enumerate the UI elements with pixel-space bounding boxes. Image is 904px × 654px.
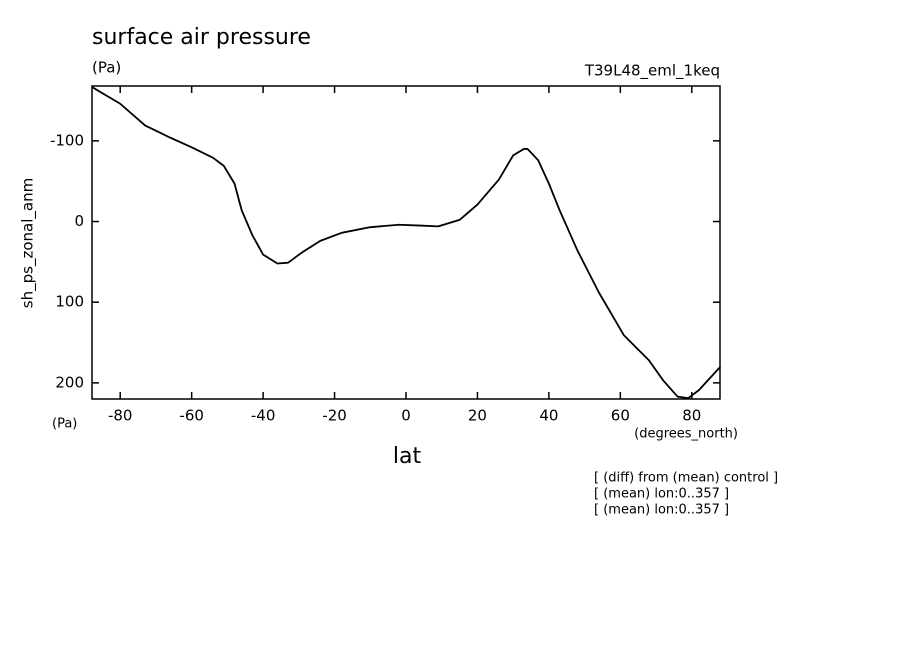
units: (Pa) <box>92 59 121 77</box>
note: [ (mean) lon:0..357 ] <box>594 503 729 518</box>
x-tick-label: 80 <box>682 407 701 425</box>
x-tick-label: -20 <box>322 407 347 425</box>
x-tick-label: 20 <box>468 407 487 425</box>
note: [ (diff) from (mean) control ] <box>594 471 778 486</box>
chart-title: surface air pressure <box>92 25 311 50</box>
run-label: T39L48_eml_1keq <box>584 62 720 81</box>
data-line <box>91 86 722 400</box>
y-axis-label: sh_ps_zonal_anm <box>19 178 38 308</box>
x-tick-label: -80 <box>108 407 133 425</box>
y-tick-label: -100 <box>50 131 84 149</box>
x-tick-label: -40 <box>251 407 276 425</box>
x-units: (degrees_north) <box>634 427 738 442</box>
x-axis-label: lat <box>393 444 422 469</box>
y-units: (Pa) <box>52 417 77 432</box>
y-tick-label: 200 <box>55 373 84 391</box>
x-tick-label: -60 <box>179 407 204 425</box>
x-tick-label: 60 <box>611 407 630 425</box>
note: [ (mean) lon:0..357 ] <box>594 487 729 502</box>
y-tick-label: 100 <box>55 293 84 311</box>
y-tick-label: 0 <box>74 212 84 230</box>
x-tick-label: 0 <box>401 407 411 425</box>
plot-frame <box>91 85 721 400</box>
x-tick-label: 40 <box>539 407 558 425</box>
